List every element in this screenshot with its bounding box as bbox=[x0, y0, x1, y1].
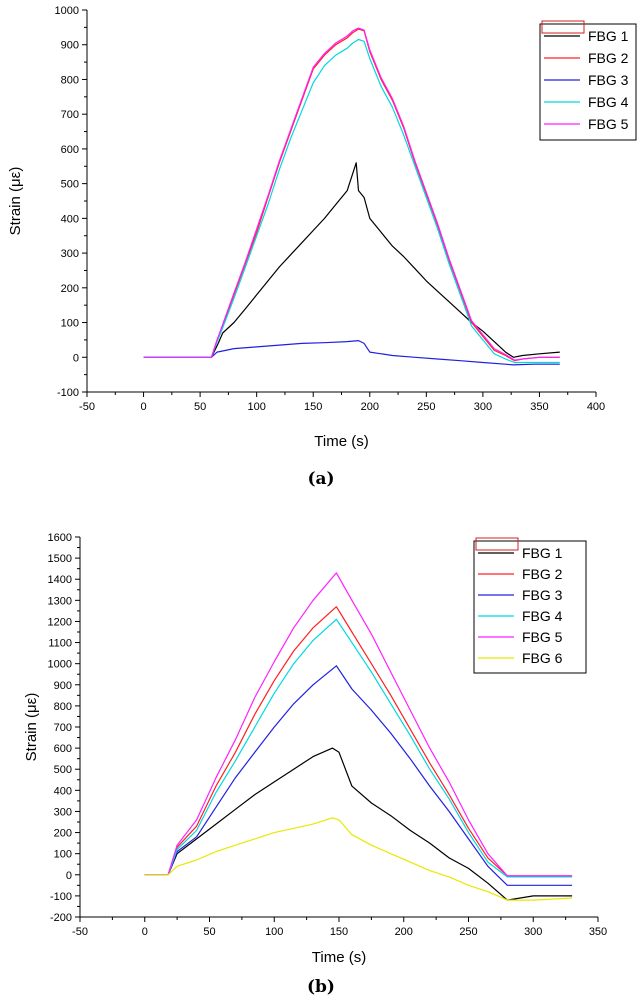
c1-legend-label: FBG 4 bbox=[522, 608, 563, 624]
c1-legend-label: FBG 2 bbox=[522, 566, 563, 582]
c0-y-tick-label: 700 bbox=[61, 109, 79, 121]
c0-legend-highlight bbox=[541, 20, 585, 34]
c0-y-tick-label: 0 bbox=[73, 352, 79, 364]
c0-y-tick-label: 800 bbox=[61, 74, 79, 86]
c1-y-tick-label: 1400 bbox=[48, 574, 72, 586]
caption-a: (a) bbox=[307, 469, 334, 489]
c1-y-tick-label: 500 bbox=[54, 764, 72, 776]
c0-legend-label: FBG 1 bbox=[588, 28, 629, 44]
c1-y-tick-label: 1500 bbox=[48, 553, 72, 565]
c1-x-tick-label: 350 bbox=[589, 926, 607, 938]
c0-series-line-fbg5 bbox=[143, 27, 560, 361]
c1-x-tick-label: 250 bbox=[459, 926, 477, 938]
c0-legend-box bbox=[539, 23, 637, 141]
c1-legend-box bbox=[473, 540, 587, 674]
c0-x-tick-label: 200 bbox=[361, 401, 379, 413]
chart-a: -100 0 100 200 300 400 500 600 700 800 900 1000 -50 0… bbox=[7, 5, 637, 450]
c0-x-tick-label: 150 bbox=[304, 401, 322, 413]
c1-legend-label: FBG 5 bbox=[522, 629, 563, 645]
c1-series-line-fbg1 bbox=[144, 747, 573, 901]
c0-x-tick-label: -50 bbox=[79, 401, 95, 413]
c0-legend-label: FBG 3 bbox=[588, 72, 629, 88]
c1-series-line-fbg4 bbox=[144, 618, 573, 878]
c1-series-line-fbg5 bbox=[144, 572, 573, 877]
c1-legend-highlight bbox=[475, 537, 519, 551]
c0-x-tick-label: 400 bbox=[587, 401, 605, 413]
c1-y-tick-label: -200 bbox=[50, 912, 72, 924]
c0-y-tick-label: 1000 bbox=[55, 5, 79, 17]
c0-y-tick-label: 900 bbox=[61, 40, 79, 52]
c0-x-tick-label: 250 bbox=[417, 401, 435, 413]
c0-legend-label: FBG 5 bbox=[588, 116, 629, 132]
c0-y-tick-label: 200 bbox=[61, 283, 79, 295]
c1-y-tick-label: 600 bbox=[54, 743, 72, 755]
c1-y-tick-label: 0 bbox=[66, 870, 72, 882]
c0-y-tick-label: 500 bbox=[61, 179, 79, 191]
c1-y-tick-label: 1300 bbox=[48, 595, 72, 607]
c1-x-axis-title: Time (s) bbox=[312, 949, 366, 966]
c1-y-tick-label: 900 bbox=[54, 680, 72, 692]
c0-x-tick-label: 300 bbox=[474, 401, 492, 413]
c1-y-tick-label: 200 bbox=[54, 828, 72, 840]
c1-legend-label: FBG 3 bbox=[522, 587, 563, 603]
c1-y-tick-label: 1600 bbox=[48, 532, 72, 544]
c0-x-axis-title: Time (s) bbox=[314, 433, 368, 450]
c1-y-tick-label: -100 bbox=[50, 891, 72, 903]
c0-x-tick-label: 0 bbox=[140, 401, 146, 413]
c0-x-tick-label: 350 bbox=[530, 401, 548, 413]
c0-y-tick-label: -100 bbox=[57, 387, 79, 399]
c1-series-line-fbg2 bbox=[144, 606, 573, 877]
c0-x-tick-label: 100 bbox=[247, 401, 265, 413]
c1-y-tick-label: 100 bbox=[54, 849, 72, 861]
c1-y-tick-label: 400 bbox=[54, 785, 72, 797]
c0-legend-label: FBG 4 bbox=[588, 94, 629, 110]
c1-y-tick-label: 700 bbox=[54, 722, 72, 734]
c0-legend-label: FBG 2 bbox=[588, 50, 629, 66]
chart-b: -200-10001002003004005006007008009001000… bbox=[23, 532, 607, 966]
c1-x-tick-label: 150 bbox=[330, 926, 348, 938]
c1-x-tick-label: -50 bbox=[72, 926, 88, 938]
c0-y-axis-title: Strain (με) bbox=[7, 167, 24, 236]
c0-x-tick-label: 50 bbox=[194, 401, 206, 413]
c0-y-tick-label: 400 bbox=[61, 213, 79, 225]
c0-series-line-fbg2 bbox=[143, 28, 560, 362]
c1-x-tick-label: 50 bbox=[203, 926, 215, 938]
c0-series-line-fbg4 bbox=[143, 38, 560, 364]
c1-x-tick-label: 300 bbox=[524, 926, 542, 938]
c0-y-tick-label: 100 bbox=[61, 318, 79, 330]
c1-legend-label: FBG 1 bbox=[522, 545, 563, 561]
c1-legend-label: FBG 6 bbox=[522, 650, 563, 666]
c0-series-line-fbg3 bbox=[143, 340, 560, 366]
c1-y-tick-label: 800 bbox=[54, 701, 72, 713]
c1-y-tick-label: 1100 bbox=[48, 638, 72, 650]
c1-y-axis-title: Strain (με) bbox=[23, 693, 40, 762]
caption-b: (b) bbox=[307, 977, 335, 997]
c1-y-tick-label: 1200 bbox=[48, 616, 72, 628]
c1-y-tick-label: 1000 bbox=[48, 659, 72, 671]
c0-y-tick-label: 600 bbox=[61, 144, 79, 156]
c1-x-tick-label: 200 bbox=[395, 926, 413, 938]
c0-y-tick-label: 300 bbox=[61, 248, 79, 260]
c1-y-tick-label: 300 bbox=[54, 806, 72, 818]
c1-series-line-fbg6 bbox=[144, 817, 573, 901]
c1-x-tick-label: 100 bbox=[265, 926, 283, 938]
c1-series-line-fbg3 bbox=[144, 665, 573, 886]
c1-x-tick-label: 0 bbox=[142, 926, 148, 938]
c0-series-line-fbg1 bbox=[143, 162, 560, 358]
